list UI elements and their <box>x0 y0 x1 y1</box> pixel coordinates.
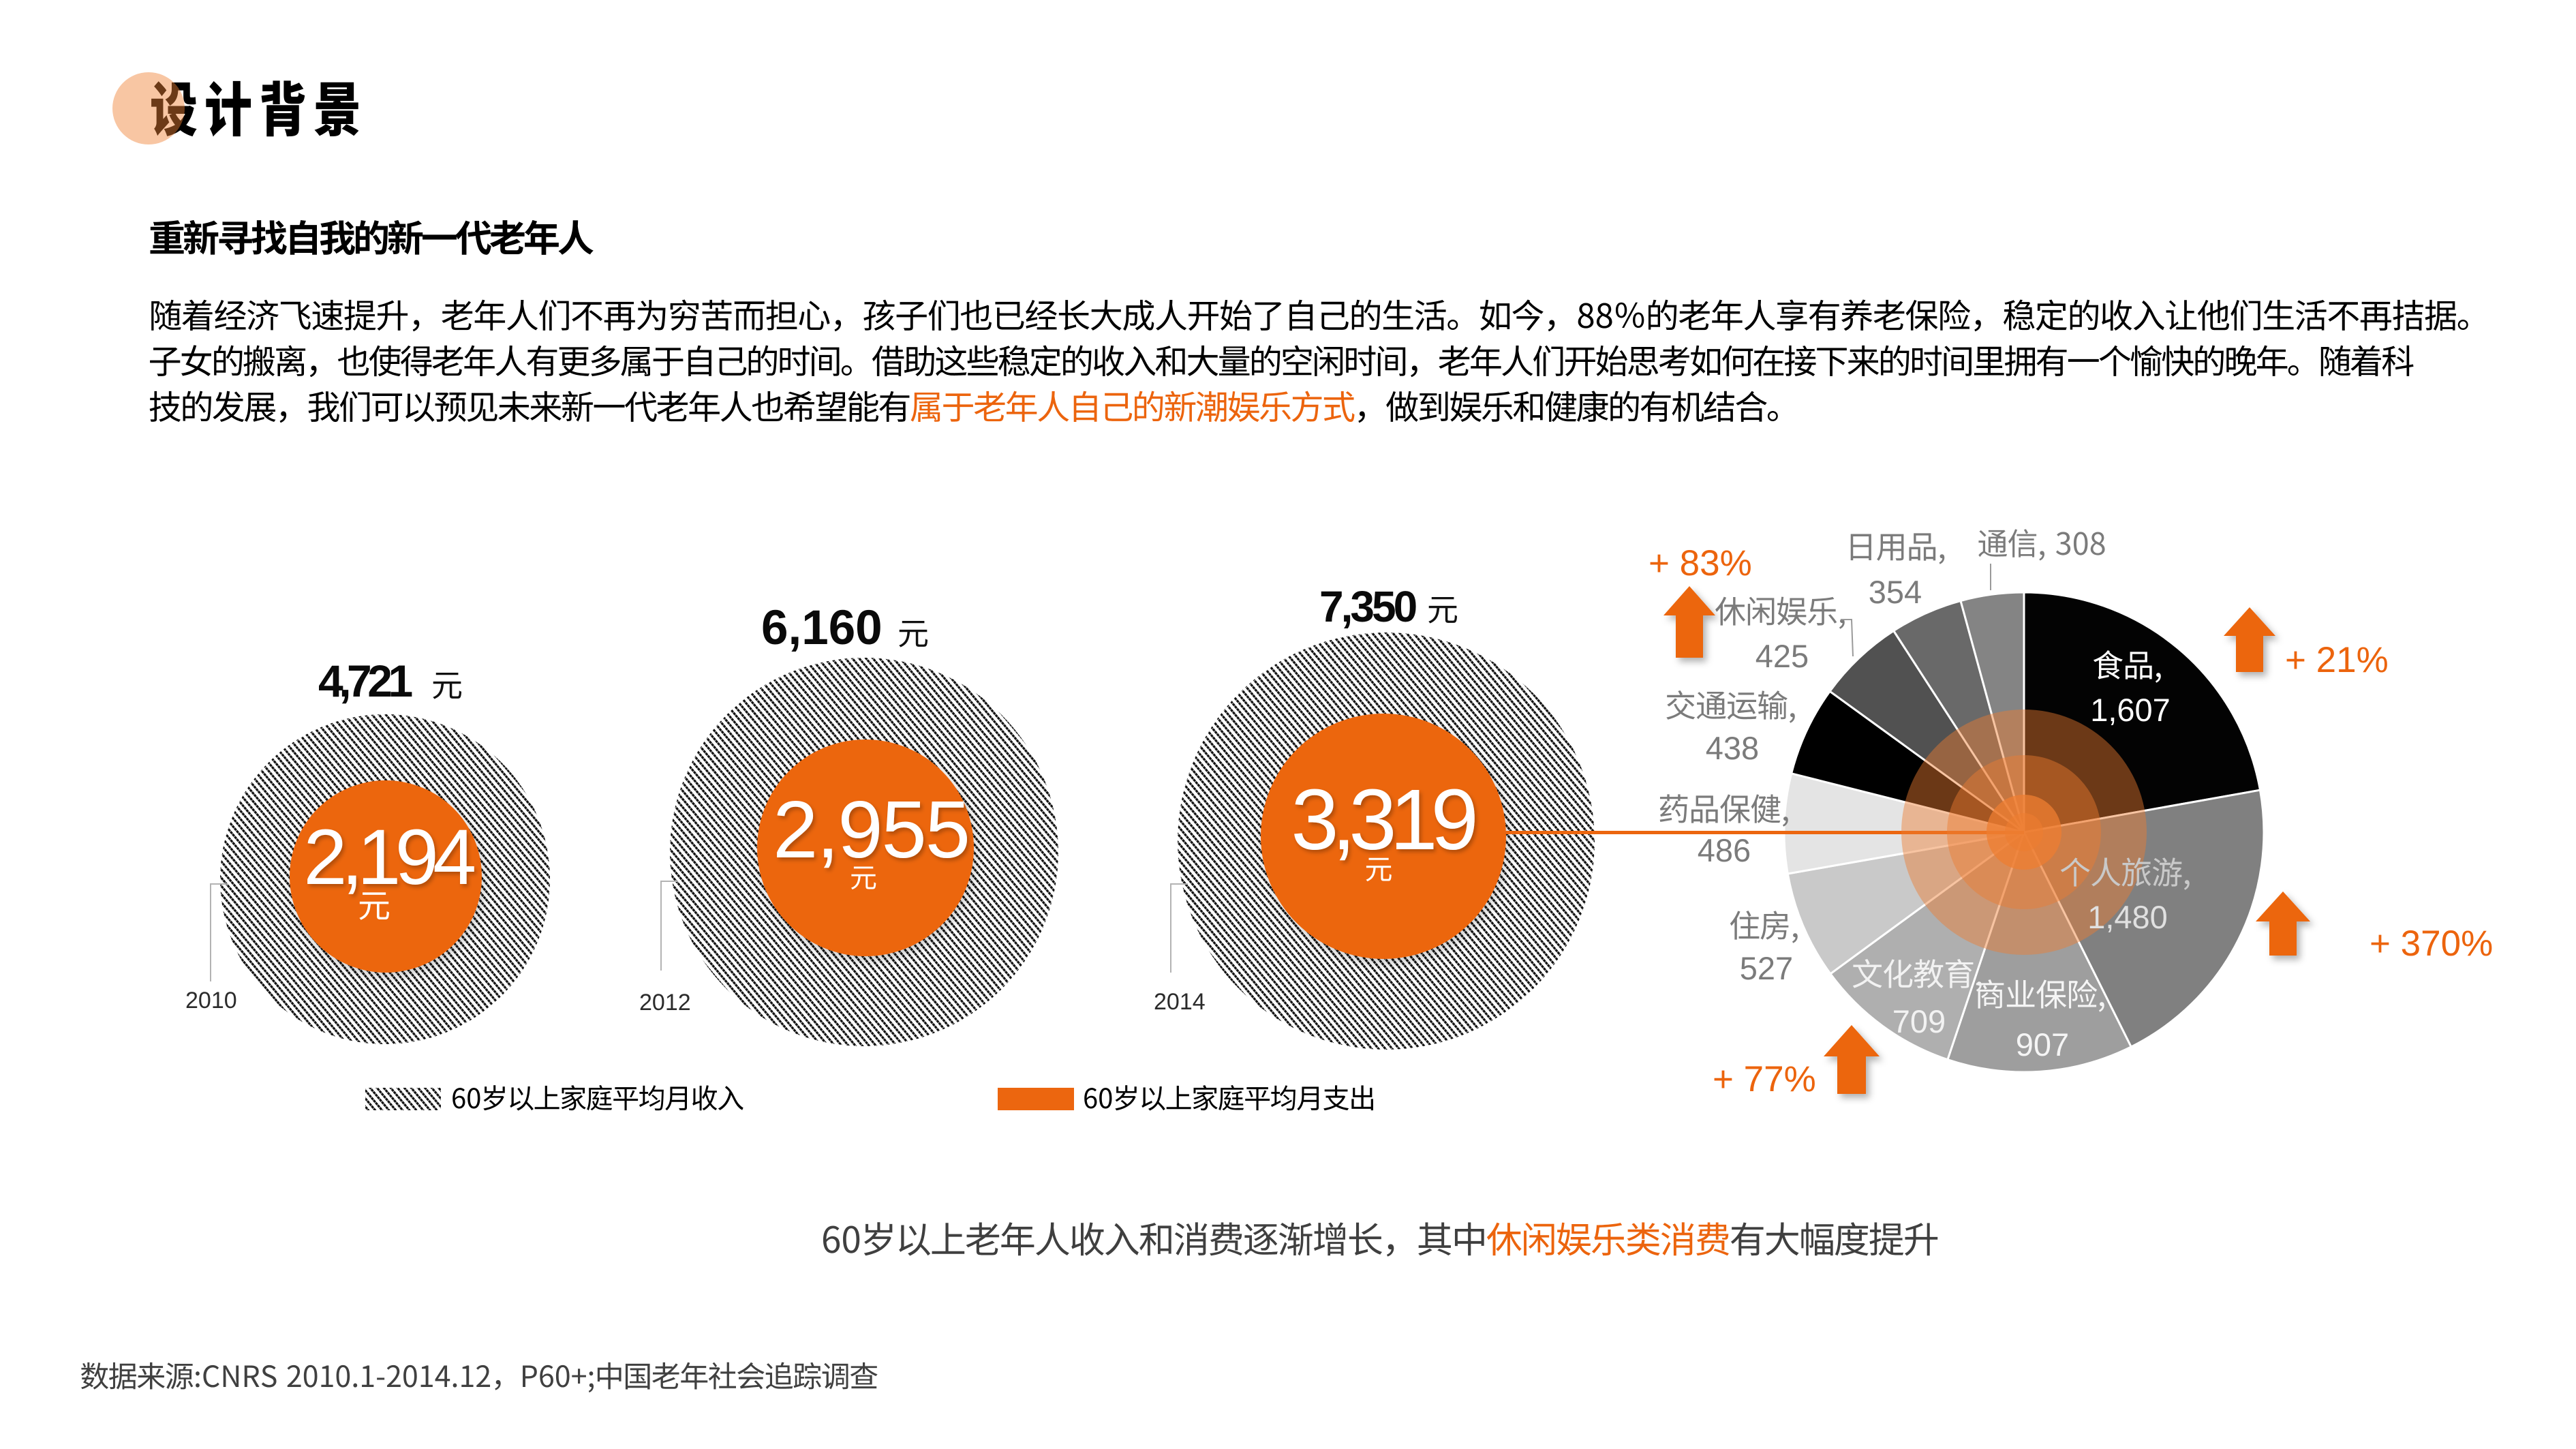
svg-text:3,319: 3,319 <box>1291 772 1475 868</box>
svg-text:1,607: 1,607 <box>2090 692 2171 728</box>
svg-text:4,721: 4,721 <box>318 656 412 706</box>
svg-text:2010: 2010 <box>185 988 237 1013</box>
svg-text:+ 77%: + 77% <box>1713 1059 1816 1099</box>
svg-text:709: 709 <box>1892 1003 1946 1039</box>
svg-text:7,350: 7,350 <box>1319 582 1416 631</box>
svg-text:486: 486 <box>1698 832 1751 868</box>
svg-text:1,480: 1,480 <box>2087 899 2168 935</box>
svg-text:2012: 2012 <box>639 990 691 1016</box>
svg-text:907: 907 <box>2016 1026 2069 1063</box>
svg-text:354: 354 <box>1869 574 1922 610</box>
svg-text:+ 370%: + 370% <box>2370 924 2493 964</box>
svg-text:2,194: 2,194 <box>303 814 474 901</box>
svg-text:6,160: 6,160 <box>761 601 883 655</box>
svg-text:527: 527 <box>1740 950 1793 986</box>
svg-text:438: 438 <box>1706 730 1759 766</box>
svg-text:+ 21%: + 21% <box>2285 640 2389 680</box>
svg-text:+ 83%: + 83% <box>1649 543 1752 583</box>
svg-text:2014: 2014 <box>1154 989 1206 1015</box>
svg-text:425: 425 <box>1755 638 1809 674</box>
svg-text:2,955: 2,955 <box>773 784 969 875</box>
